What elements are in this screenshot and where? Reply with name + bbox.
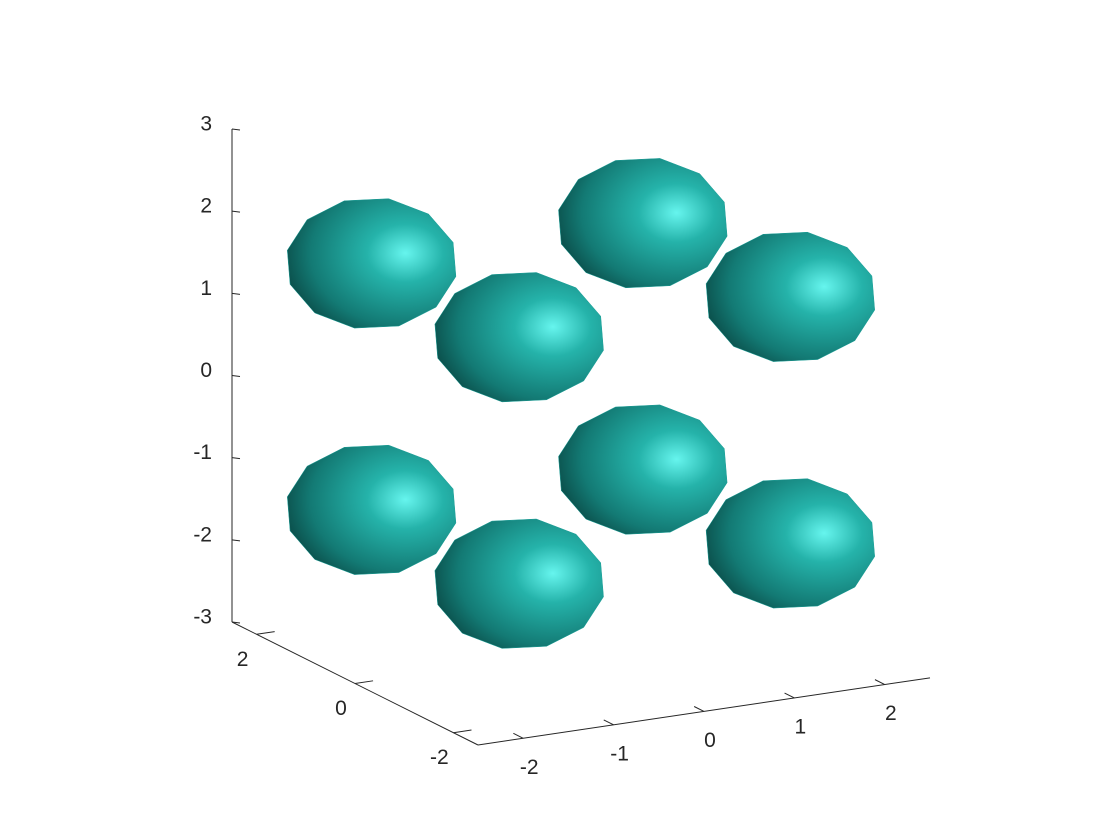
surfaces <box>287 158 875 649</box>
surface-blob <box>287 444 457 575</box>
surface-blob <box>705 478 875 609</box>
z-tick <box>231 292 241 295</box>
x-tick <box>784 692 795 699</box>
x-tick-label: 1 <box>795 716 807 739</box>
x-tick-label: -1 <box>610 742 629 765</box>
surface-blob <box>434 272 604 403</box>
x-tick <box>513 732 524 739</box>
z-tick <box>231 539 241 542</box>
z-tick <box>231 210 241 213</box>
x-tick-label: 0 <box>704 729 716 752</box>
x-tick-label: -2 <box>520 756 539 779</box>
y-tick-label: -2 <box>430 746 449 769</box>
y-tick-label: 2 <box>237 648 249 671</box>
z-tick-label: -2 <box>193 523 212 546</box>
x-tick <box>874 679 886 685</box>
z-tick <box>231 621 241 624</box>
z-tick-label: 2 <box>200 195 212 218</box>
surface-blob <box>705 231 875 362</box>
y-tick <box>354 680 374 684</box>
z-tick-label: -1 <box>193 441 212 464</box>
z-tick <box>231 128 241 131</box>
y-tick-label: 0 <box>335 697 347 720</box>
y-tick <box>256 631 275 635</box>
axes: -2 -1 0 1 2 -2 0 2 -3 -2 -1 0 1 2 3 <box>193 113 931 779</box>
x-tick <box>693 706 705 712</box>
y-tick <box>453 729 472 734</box>
surface-blob <box>558 158 728 289</box>
surface-blob <box>434 518 604 649</box>
x-tick-label: 2 <box>885 702 897 725</box>
z-tick <box>231 375 241 377</box>
surface-blob <box>287 198 457 329</box>
z-tick-label: -3 <box>193 606 212 629</box>
z-tick-label: 0 <box>200 359 212 382</box>
z-tick-label: 1 <box>200 277 212 300</box>
surface-blob <box>558 404 728 535</box>
z-tick <box>231 457 241 460</box>
x-tick <box>603 719 614 726</box>
z-tick-label: 3 <box>200 113 212 136</box>
